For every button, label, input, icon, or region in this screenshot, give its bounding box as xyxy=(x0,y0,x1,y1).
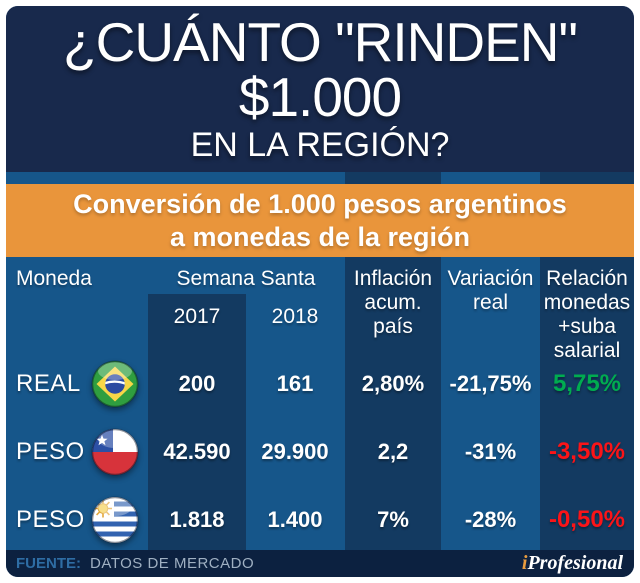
title-line-2: $1.000 xyxy=(238,66,402,128)
band-2017-column xyxy=(148,294,246,550)
value-2017: 42.590 xyxy=(163,439,231,464)
footer-bar: FUENTE: DATOS DE MERCADO iProfesional xyxy=(6,550,634,577)
value-inflacion: 2,80% xyxy=(361,371,425,396)
value-inflacion: 2,2 xyxy=(377,439,409,464)
brazil-flag-icon xyxy=(91,360,139,408)
value-2018: 1.400 xyxy=(267,507,323,532)
value-2018: 29.900 xyxy=(261,439,329,464)
source-label: FUENTE: xyxy=(16,555,81,572)
value-inflacion: 7% xyxy=(377,507,409,532)
header-semana-santa: Semana Santa xyxy=(176,267,316,290)
currency-label: PESO xyxy=(16,438,85,465)
header-relacion: Relación monedas +suba salarial xyxy=(543,267,631,362)
currency-label: PESO xyxy=(16,506,85,533)
banner-line-1: Conversión de 1.000 pesos argentinos xyxy=(73,189,567,219)
value-relacion: 5,75% xyxy=(552,370,622,397)
iprofesional-logo: iProfesional xyxy=(522,552,623,575)
header-variacion: Variación real xyxy=(447,267,534,314)
table-row: PESO 42.590 29.900 2,2 -31% -3,50% xyxy=(6,418,634,486)
header-2018: 2018 xyxy=(271,305,319,328)
title-block: ¿CUÁNTO "RINDEN" $1.000 EN LA REGIÓN? xyxy=(6,6,634,172)
table-row: REAL 200 161 2,80% -21,75% 5,75% xyxy=(6,350,634,418)
title-line-1: ¿CUÁNTO "RINDEN" xyxy=(63,11,578,73)
value-variacion: -31% xyxy=(464,439,517,464)
table-row: PESO 1.818 1.400 xyxy=(6,486,634,554)
logo-rest: Profesional xyxy=(527,552,623,574)
title-line-3: EN LA REGIÓN? xyxy=(190,126,450,164)
header-inflacion: Inflación acum. país xyxy=(353,267,433,338)
infographic-panel: ¿CUÁNTO "RINDEN" $1.000 EN LA REGIÓN? Co… xyxy=(6,6,634,577)
value-2017: 1.818 xyxy=(169,507,225,532)
logo-i: i xyxy=(521,552,528,574)
value-2018: 161 xyxy=(276,371,314,396)
header-moneda: Moneda xyxy=(16,267,92,290)
value-relacion: -0,50% xyxy=(548,506,626,533)
value-2017: 200 xyxy=(178,371,216,396)
banner-line-2: a monedas de la región xyxy=(169,222,471,252)
chile-flag-icon xyxy=(91,428,139,476)
header-2017: 2017 xyxy=(173,305,221,328)
value-variacion: -21,75% xyxy=(449,371,532,396)
value-variacion: -28% xyxy=(464,507,517,532)
subtitle-banner: Conversión de 1.000 pesos argentinos a m… xyxy=(6,184,634,257)
uruguay-flag-icon xyxy=(91,496,139,544)
value-relacion: -3,50% xyxy=(548,438,626,465)
source-value: DATOS DE MERCADO xyxy=(90,555,255,572)
currency-label: REAL xyxy=(16,370,81,397)
